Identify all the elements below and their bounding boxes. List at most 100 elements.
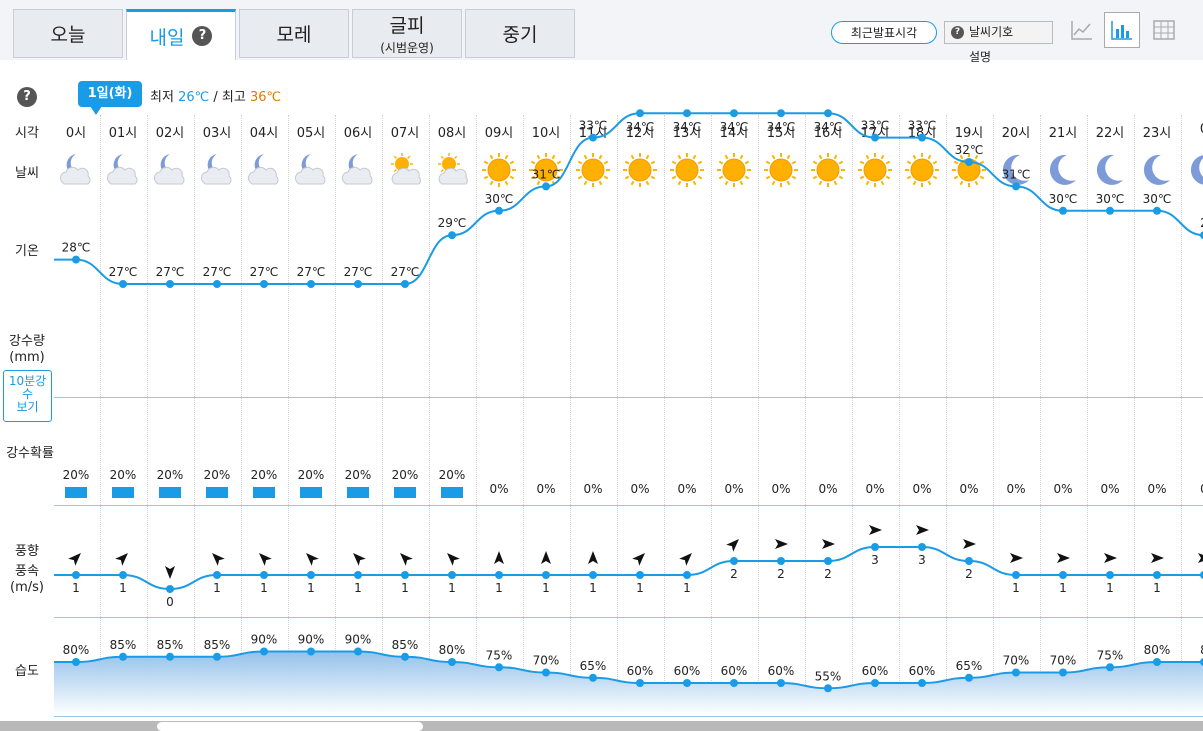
wind-row-label: 풍향 — [15, 544, 39, 559]
sun-ray — [833, 154, 838, 160]
sun-ray — [791, 175, 797, 180]
grid-line — [710, 115, 712, 715]
sun-ray — [583, 180, 588, 186]
tab-today[interactable]: 오늘 — [13, 9, 123, 58]
ten-min-rain-button[interactable]: 10분강 수 보기 — [3, 370, 52, 422]
wind-arrow-shape — [679, 553, 692, 566]
temperature-label: 30℃ — [1143, 192, 1172, 206]
separator: / — [213, 90, 218, 105]
sun-ray — [771, 180, 776, 186]
wind-arrow-shape — [963, 539, 976, 549]
help-icon[interactable]: ? — [192, 26, 213, 46]
sun-ray — [489, 180, 494, 186]
line-chart-view-icon[interactable] — [1064, 12, 1100, 48]
rain-btn-line: 수 — [21, 387, 34, 401]
wind-speed-label: 1 — [1153, 581, 1161, 595]
wind-arrow-icon — [400, 553, 413, 566]
sun-ray — [885, 160, 891, 165]
cloud-shape — [59, 166, 91, 185]
humidity-point — [260, 647, 268, 656]
table-view-icon[interactable] — [1146, 12, 1182, 48]
sun-ray — [650, 175, 656, 180]
precip-prob-label: 20% — [204, 468, 231, 482]
temperature-point — [542, 182, 550, 191]
tab-label: 중기 — [502, 24, 538, 46]
tab-day-after[interactable]: 모레 — [239, 9, 349, 58]
humidity-point — [72, 658, 80, 666]
wind-arrow-shape — [115, 553, 128, 566]
wind-speed-label: 3 — [918, 553, 926, 567]
tab-tomorrow[interactable]: 내일? — [126, 9, 236, 60]
wind-arrow-shape — [541, 551, 551, 564]
grid-line — [428, 115, 430, 715]
cloud-moon-icon — [153, 154, 185, 185]
sun-ray — [697, 160, 703, 165]
help-icon[interactable]: ? — [17, 87, 37, 107]
sun-ray — [974, 180, 979, 186]
precip-prob-bar — [394, 487, 416, 498]
bar-chart-view-icon[interactable] — [1104, 12, 1140, 48]
temperature-point — [1153, 206, 1161, 215]
wind-point — [260, 571, 268, 579]
precip-prob-label: 0% — [1100, 482, 1119, 496]
humidity-label: 60% — [627, 664, 654, 678]
sun-ray — [859, 160, 865, 165]
grid-line — [1180, 115, 1182, 715]
wind-arrow-shape — [259, 553, 272, 566]
weather-symbol-button[interactable]: ? 날씨기호 — [944, 21, 1053, 44]
humidity-label: 75% — [486, 648, 513, 662]
tab-mid-term[interactable]: 중기 — [465, 9, 575, 58]
row-divider — [54, 716, 1203, 717]
temperature-point — [1200, 231, 1203, 240]
wind-speed-label: 2 — [777, 567, 785, 581]
grid-line — [1039, 115, 1041, 715]
humidity-label: 70% — [1003, 654, 1030, 668]
sun-ray — [786, 154, 791, 160]
precip-prob-label: 0% — [818, 482, 837, 496]
wind-point — [213, 571, 221, 579]
sun-icon — [764, 153, 798, 187]
humidity-point — [119, 652, 127, 661]
wind-arrow-icon — [1151, 553, 1164, 563]
temperature-label: 30℃ — [1049, 192, 1078, 206]
cloud-moon-icon — [59, 154, 91, 185]
wind-point — [965, 557, 973, 565]
wind-point — [1200, 571, 1203, 579]
wind-speed-label: 1 — [307, 581, 315, 595]
recent-release-button[interactable]: 최근발표시각 — [831, 21, 937, 44]
humidity-label: 75% — [1097, 648, 1124, 662]
wind-arrow-icon — [353, 553, 366, 566]
sun-ray — [859, 175, 865, 180]
tab-third-day[interactable]: 글피 (시범운영) — [352, 9, 462, 58]
scrollbar-thumb[interactable] — [157, 722, 423, 731]
wind-speed-label: 1 — [683, 581, 691, 595]
sun-disc — [816, 158, 840, 182]
wind-point — [542, 571, 550, 579]
temperature-point — [871, 133, 879, 142]
date-badge: 1일(화) — [78, 81, 142, 115]
temperature-label: 29℃ — [438, 216, 467, 230]
wind-point — [871, 543, 879, 551]
temperature-label: 31℃ — [532, 167, 561, 181]
temperature-point — [589, 133, 597, 142]
sun-icon — [905, 153, 939, 187]
sun-ray — [630, 180, 635, 186]
horizontal-scrollbar[interactable] — [0, 721, 1203, 731]
grid-line — [1133, 115, 1135, 715]
sun-ray — [483, 175, 489, 180]
wind-arrow-shape — [165, 566, 175, 579]
precip-prob-bar — [206, 487, 228, 498]
hour-label: 23시 — [1142, 126, 1172, 141]
temp-row-label: 기온 — [15, 244, 39, 259]
sun-disc — [722, 158, 746, 182]
cloud-shape — [153, 166, 185, 185]
grid-line — [616, 115, 618, 715]
hour-label: 08시 — [437, 126, 467, 141]
humidity-point — [730, 679, 738, 687]
temperature-point — [213, 280, 221, 288]
humidity-label: 90% — [298, 633, 325, 647]
sun-ray — [577, 175, 583, 180]
wind-row-label: 풍속 — [15, 564, 39, 579]
humidity-point — [1106, 663, 1114, 672]
temperature-label: 27℃ — [203, 265, 232, 279]
